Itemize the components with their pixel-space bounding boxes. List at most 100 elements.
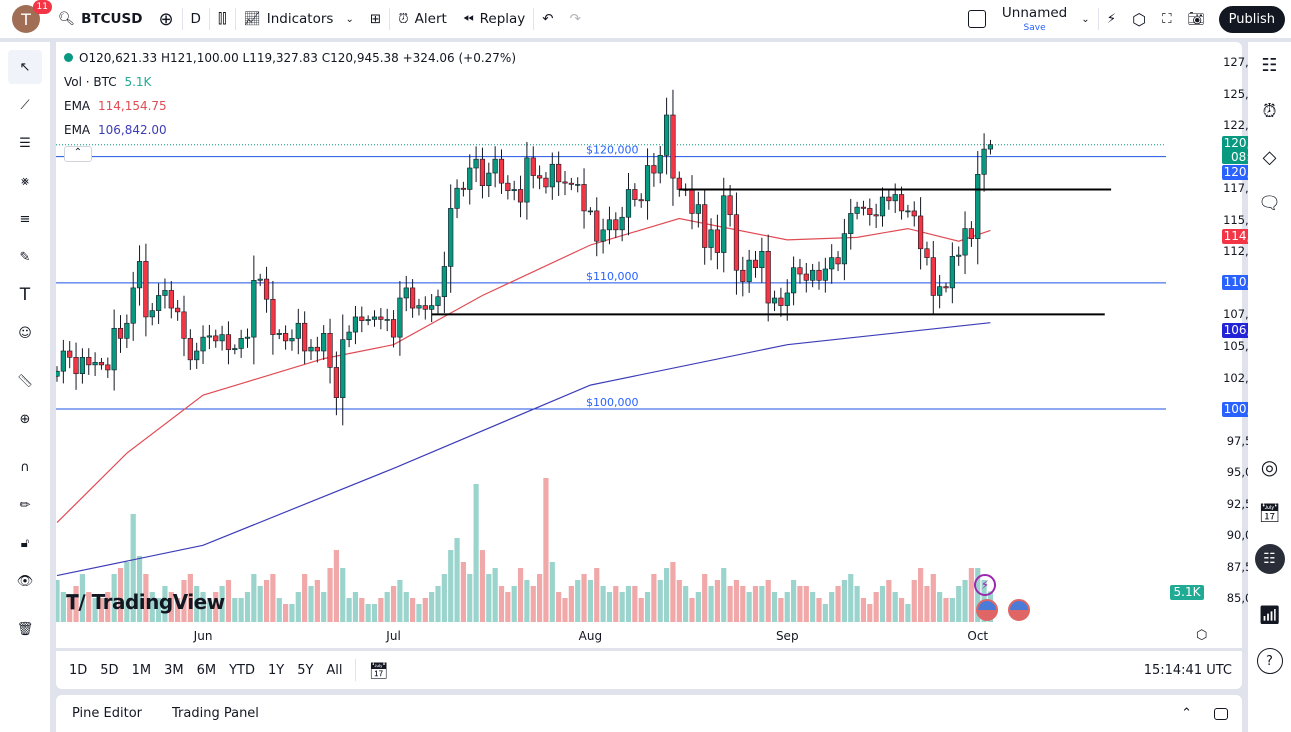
range-6m[interactable]: 6M [196,662,217,678]
redo-button[interactable]: ↷ [562,0,589,38]
measure-tool[interactable]: 📏︎ [8,364,42,398]
text-tool[interactable]: T [8,278,42,312]
candle-body [467,167,473,190]
volume-bar [594,568,600,622]
range-3m[interactable]: 3M [164,662,184,678]
avatar[interactable]: T 11 [12,0,52,33]
fib-tool[interactable]: ≡ [8,202,42,236]
volume-bar [562,598,568,622]
volume-bar [644,592,651,622]
brush-tool[interactable]: ✎ [8,240,42,274]
stream-button[interactable]: 📶︎ [1248,592,1291,638]
chart-pane[interactable]: $120,000 $110,000 $100,000 Jun Jul Aug Sep Oct … [56,42,1291,648]
indicators-button[interactable]: 📈︎ Indicators ⌄ [243,11,354,27]
axis-settings-button[interactable]: ⬡ [1196,628,1207,643]
fullscreen-button[interactable]: ⛶ [1154,0,1179,38]
volume-bar [200,592,206,622]
tab-pine-editor[interactable]: Pine Editor [72,706,143,721]
volume-bar [263,580,270,622]
volume-bar [714,580,720,622]
quick-search-button[interactable]: ⚡︎ [1099,0,1124,38]
collapse-legend-button[interactable]: ⌃ [64,146,92,162]
lock-tool[interactable]: 🔓︎ [8,526,42,560]
publish-button[interactable]: Publish [1218,5,1285,33]
volume-bar [568,586,574,622]
pattern-tool[interactable]: ⨳ [8,164,42,198]
range-all[interactable]: All [326,662,343,678]
candle-body [594,210,600,242]
volume-bar [156,598,162,622]
symbol-search[interactable]: 🔍︎ BTCUSD [58,11,143,27]
candle-body [956,254,962,257]
range-5y[interactable]: 5Y [297,662,314,678]
trendline-tool[interactable]: ⟋ [8,88,42,122]
goto-date-icon[interactable]: 📅︎ [368,660,389,680]
object-tree-button[interactable]: ◇ [1248,134,1291,180]
news-event-icon[interactable]: ⚡︎ [974,574,996,596]
volume-bar [505,592,511,622]
undo-button[interactable]: ↶ [534,0,561,38]
hlines-tool[interactable]: ☰ [8,126,42,160]
hotlists-button[interactable]: ◎ [1248,444,1291,490]
volume-bar [359,598,365,622]
zoom-tool[interactable]: ⊕ [8,402,42,436]
replay-button[interactable]: ⏪︎ Replay [462,11,526,27]
us-flag-event-icon[interactable] [976,599,998,621]
cursor-tool[interactable]: ↖ [8,50,42,84]
calendar-button[interactable]: 📅︎ [1248,490,1291,536]
candle-body [790,267,797,294]
range-1m[interactable]: 1M [131,662,152,678]
tab-trading-panel[interactable]: Trading Panel [172,706,259,721]
candle-body [187,338,193,361]
horizontal-line-label: $120,000 [586,144,639,157]
price-chart[interactable]: $120,000 $110,000 $100,000 Jun Jul Aug Sep Oct [56,42,1242,648]
stay-drawing-tool[interactable]: ✏ [8,488,42,522]
compare-button[interactable]: ⊕ [150,0,181,38]
candle-body [213,335,219,342]
range-1y[interactable]: 1Y [267,662,285,678]
candle-body [568,182,574,185]
range-ytd[interactable]: YTD [229,662,255,678]
help-button[interactable]: ? [1248,638,1291,684]
time-tick: Jul [385,629,400,643]
candle-body [816,269,822,281]
snapshot-button[interactable]: 📷︎ [1180,0,1213,38]
range-5d[interactable]: 5D [100,662,119,678]
interval-button[interactable]: D [190,11,201,27]
layouts-button[interactable]: ⊞ [362,0,389,38]
volume-bar [816,598,822,622]
chat-button[interactable]: 🗨︎ [1248,180,1291,226]
candle-body [276,333,282,335]
volume-bar [492,568,498,622]
volume-bar [136,556,143,622]
volume-bar [606,592,613,622]
candle-body [92,362,98,366]
candle-body [378,316,384,320]
volume-bar [670,562,676,622]
us-flag-event-icon[interactable] [1008,599,1030,621]
delete-tool[interactable]: 🗑︎ [8,612,42,646]
alert-button[interactable]: ⏰︎ Alert [398,11,447,27]
volume-bar [695,592,701,622]
chart-type-button[interactable]: ⫿⫿ [210,0,235,38]
products-button[interactable]: ☷ [1248,536,1291,582]
candle-body [803,273,809,281]
range-1d[interactable]: 1D [69,662,88,678]
emoji-tool[interactable]: ☺ [8,316,42,350]
volume-bar [448,550,454,622]
volume-bar [422,598,428,622]
alerts-button[interactable]: ⏰︎ [1248,88,1291,134]
watchlist-button[interactable]: ☷ [1248,42,1291,88]
layers-icon: ◇ [1262,146,1277,168]
settings-button[interactable]: ⬡ [1124,0,1154,38]
hide-tool[interactable]: 👁︎ [8,564,42,598]
clock[interactable]: 15:14:41 UTC [1143,662,1232,678]
alarm-clock-icon: ⏰︎ [1262,100,1277,122]
candle-body [841,233,847,265]
chevron-up-icon[interactable]: ⌃ [1181,706,1192,721]
magnet-tool[interactable]: ∩ [8,450,42,484]
candle-body [435,296,441,306]
maximize-icon[interactable] [1214,707,1228,720]
volume-bar [727,586,733,622]
layout-menu[interactable]: Unnamed Save ⌄ [960,0,1098,38]
